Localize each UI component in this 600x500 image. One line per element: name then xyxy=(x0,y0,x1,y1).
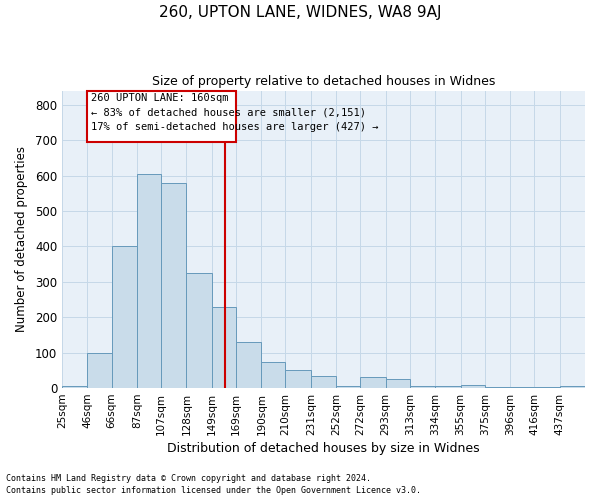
Bar xyxy=(262,362,286,388)
Bar xyxy=(161,182,187,388)
Bar xyxy=(534,387,560,388)
Bar xyxy=(187,273,212,388)
FancyBboxPatch shape xyxy=(88,92,236,142)
Bar xyxy=(410,386,435,388)
Bar xyxy=(336,386,361,388)
Bar xyxy=(311,376,336,388)
Text: 260 UPTON LANE: 160sqm: 260 UPTON LANE: 160sqm xyxy=(91,94,229,104)
Bar xyxy=(386,379,410,388)
Bar xyxy=(236,342,262,388)
Bar xyxy=(112,246,137,388)
Text: Contains HM Land Registry data © Crown copyright and database right 2024.
Contai: Contains HM Land Registry data © Crown c… xyxy=(6,474,421,495)
Bar xyxy=(485,387,510,388)
Bar xyxy=(560,386,585,388)
Bar xyxy=(510,387,534,388)
Bar xyxy=(361,378,386,388)
Bar xyxy=(286,370,311,388)
Bar xyxy=(88,352,112,388)
Text: ← 83% of detached houses are smaller (2,151): ← 83% of detached houses are smaller (2,… xyxy=(91,108,366,118)
Text: 17% of semi-detached houses are larger (427) →: 17% of semi-detached houses are larger (… xyxy=(91,122,379,132)
Title: Size of property relative to detached houses in Widnes: Size of property relative to detached ho… xyxy=(152,75,495,88)
Bar xyxy=(212,306,236,388)
Bar xyxy=(137,174,161,388)
Bar xyxy=(435,386,461,388)
Bar xyxy=(461,384,485,388)
X-axis label: Distribution of detached houses by size in Widnes: Distribution of detached houses by size … xyxy=(167,442,480,455)
Bar xyxy=(62,386,88,388)
Text: 260, UPTON LANE, WIDNES, WA8 9AJ: 260, UPTON LANE, WIDNES, WA8 9AJ xyxy=(159,5,441,20)
Y-axis label: Number of detached properties: Number of detached properties xyxy=(15,146,28,332)
